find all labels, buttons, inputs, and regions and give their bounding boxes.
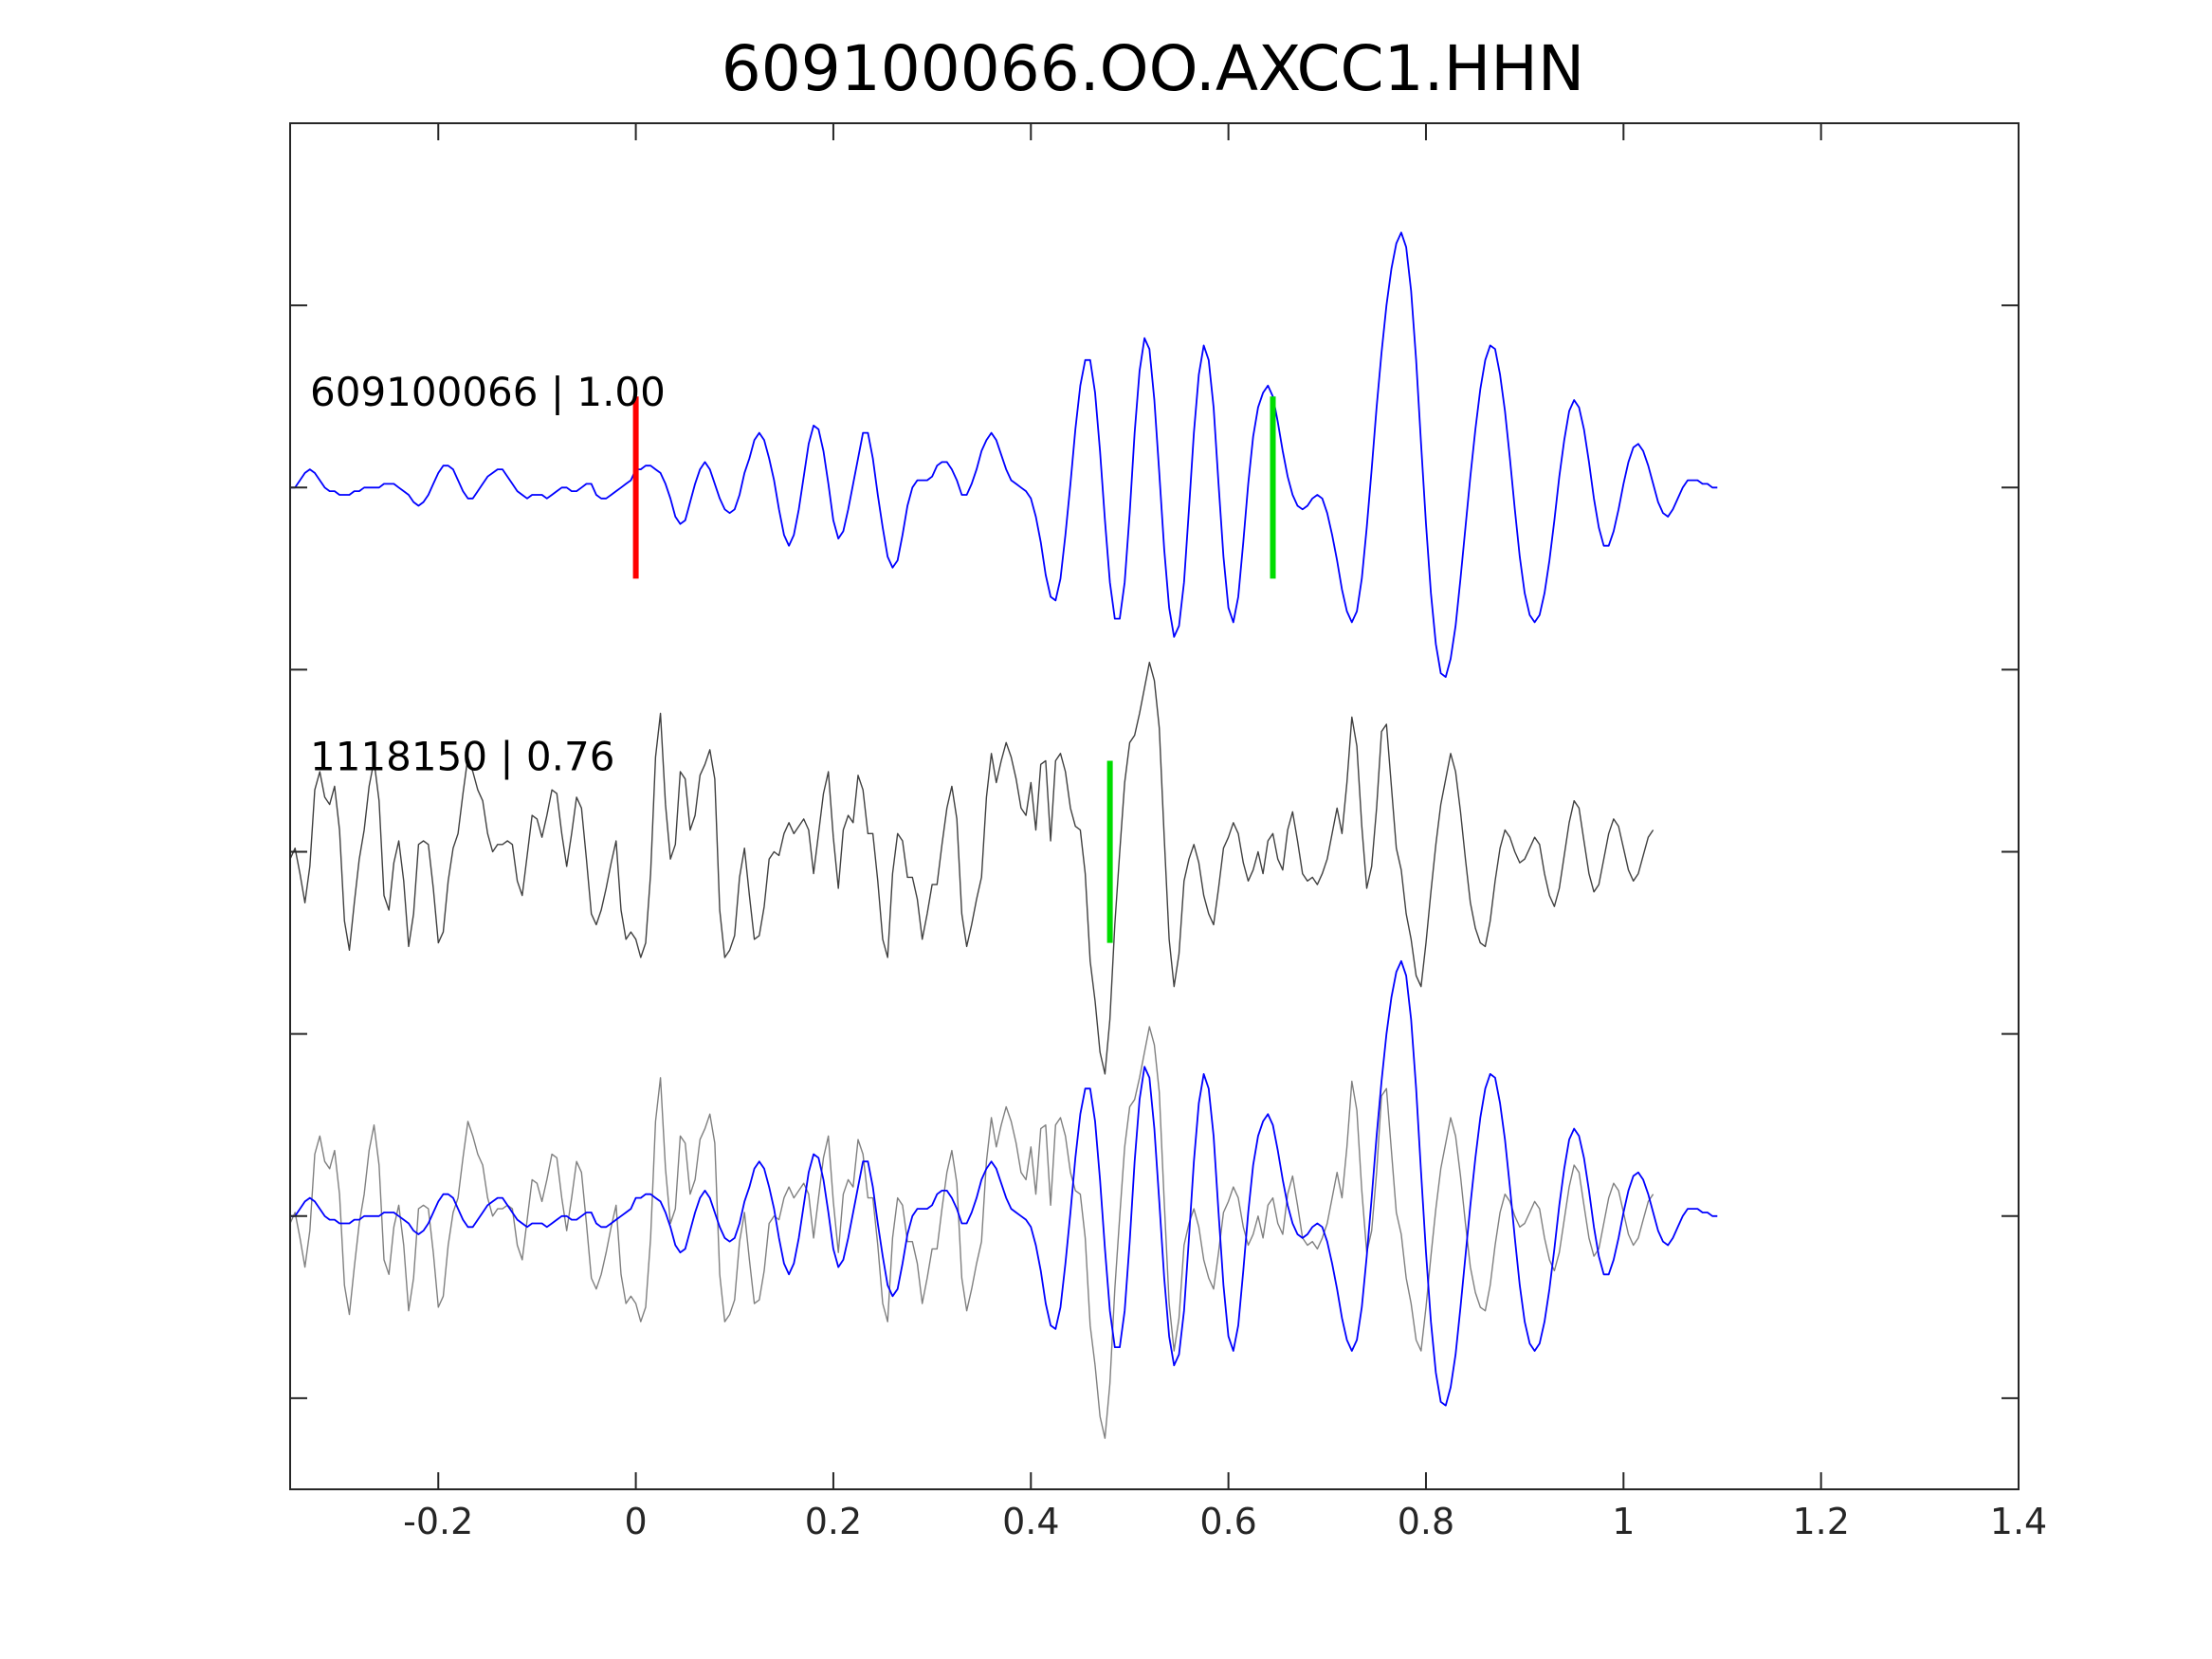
x-tick-label-2: 0.2	[805, 1501, 862, 1542]
axis-ticks: -0.2 0 0.2 0.4 0.6 0.8 1 1.2 1.4	[290, 123, 2047, 1542]
trace-line-2	[290, 662, 1654, 1075]
x-tick-label-8: 1.4	[1990, 1501, 2047, 1542]
chart-title: 609100066.OO.AXCC1.HHN	[722, 32, 1584, 105]
plot-area: 609100066 | 1.00 1118150 | 0.76	[290, 231, 1718, 1439]
trace-label-1: 609100066 | 1.00	[310, 369, 666, 415]
trace-label-2: 1118150 | 0.76	[310, 733, 614, 779]
trace-line-1	[290, 231, 1718, 678]
x-tick-label-3: 0.4	[1002, 1501, 1059, 1542]
overlay-trace-gray	[290, 1026, 1654, 1439]
x-tick-label-6: 1	[1612, 1501, 1635, 1542]
x-tick-label-7: 1.2	[1792, 1501, 1849, 1542]
axes-box	[289, 122, 2020, 1490]
x-tick-label-1: 0	[625, 1501, 648, 1542]
x-tick-label-4: 0.6	[1199, 1501, 1256, 1542]
overlay-trace-blue	[290, 959, 1718, 1407]
x-tick-label-5: 0.8	[1398, 1501, 1454, 1542]
x-tick-label-0: -0.2	[403, 1501, 473, 1542]
